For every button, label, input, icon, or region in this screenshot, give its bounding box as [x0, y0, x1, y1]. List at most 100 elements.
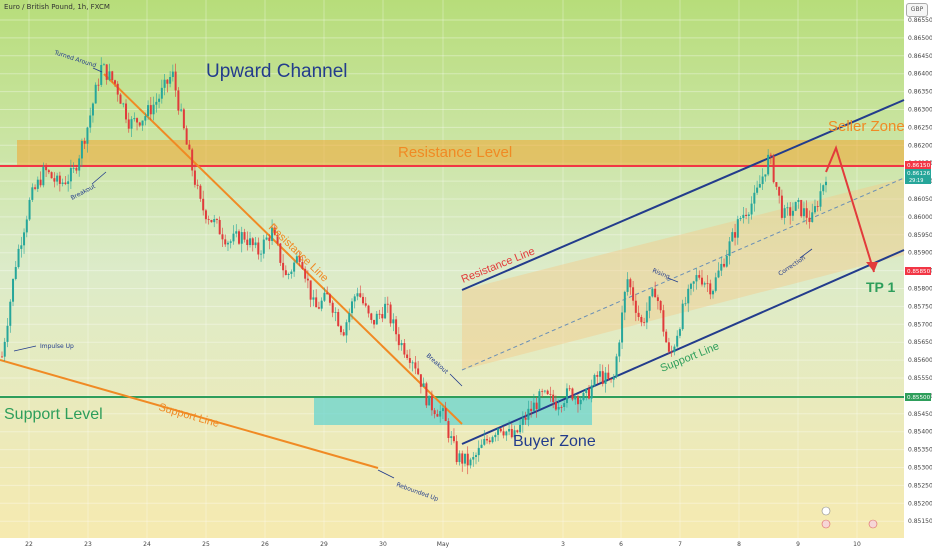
candle-body [12, 278, 15, 302]
candle-body [174, 71, 177, 91]
y-tick-label: 0.85650 [908, 339, 932, 346]
candle-body [155, 101, 158, 105]
candle-body [75, 167, 78, 171]
candle-body [612, 377, 615, 380]
event-icon[interactable] [821, 506, 831, 516]
candle-body [783, 208, 786, 218]
candle-body [122, 103, 125, 105]
candle-body [640, 316, 643, 323]
candle-body [712, 290, 715, 295]
candle-body [171, 71, 174, 78]
candle-body [287, 274, 290, 275]
candle-body [521, 417, 524, 425]
candle-body [180, 109, 183, 111]
x-tick-label: 29 [320, 541, 328, 548]
event-icon[interactable] [821, 519, 831, 529]
candle-body [221, 234, 224, 240]
x-tick-label: 7 [678, 541, 682, 548]
candle-body [389, 304, 392, 324]
candle-body [714, 277, 717, 291]
candle-body [687, 288, 690, 304]
candle-body [210, 219, 213, 223]
candle-body [469, 459, 472, 466]
y-tick-label: 0.86550 [908, 17, 932, 24]
candle-body [436, 414, 439, 417]
candle-body [262, 239, 265, 254]
candle-body [651, 288, 654, 297]
candle-body [3, 341, 6, 357]
candle-body [444, 408, 447, 422]
candle-body [94, 84, 97, 104]
candle-body [756, 187, 759, 193]
x-tick-label: 22 [25, 541, 33, 548]
event-icon[interactable] [868, 519, 878, 529]
candle-body [452, 436, 455, 442]
candle-body [78, 158, 81, 171]
candle-body [772, 155, 775, 183]
candle-body [571, 388, 574, 400]
candle-body [695, 275, 698, 282]
candle-body [226, 242, 229, 245]
candle-body [728, 241, 731, 256]
candle-body [477, 447, 480, 456]
candle-body [127, 119, 130, 129]
candle-body [780, 195, 783, 218]
candle-body [596, 375, 599, 377]
candle-body [497, 428, 500, 435]
candle-body [604, 372, 607, 384]
candle-body [681, 303, 684, 330]
candle-body [720, 263, 723, 271]
candle-body [703, 283, 706, 285]
candle-body [816, 206, 819, 207]
currency-button[interactable]: GBP [906, 3, 928, 17]
candle-body [692, 281, 695, 284]
candle-body [549, 393, 552, 395]
y-tick-label: 0.86350 [908, 89, 932, 96]
resistance-trendline [103, 73, 463, 425]
y-tick-label: 0.85450 [908, 411, 932, 418]
candle-body [213, 219, 216, 223]
candle-body [72, 167, 75, 169]
candle-body [108, 71, 111, 80]
candle-body [717, 270, 720, 278]
y-tick-label: 0.85400 [908, 429, 932, 436]
candle-body [516, 430, 519, 433]
event-icons [821, 506, 878, 529]
channel-upper-line [461, 99, 905, 291]
candle-body [723, 263, 726, 267]
candle-body [582, 392, 585, 400]
candle-body [320, 300, 323, 309]
candle-body [527, 408, 530, 420]
y-tick-label: 0.85600 [908, 357, 932, 364]
candle-body [417, 368, 420, 375]
candle-body [91, 103, 94, 116]
candle-body [9, 301, 12, 326]
candle-body [662, 310, 665, 332]
candle-body [367, 305, 370, 314]
candle-body [20, 245, 23, 249]
candle-body [764, 174, 767, 177]
candle-body [309, 280, 312, 300]
candle-body [560, 406, 563, 408]
candle-body [778, 186, 781, 196]
candle-body [538, 391, 541, 409]
candle-body [678, 329, 681, 336]
candle-body [747, 214, 750, 216]
candle-body [138, 122, 141, 126]
candle-body [45, 166, 48, 171]
candle-body [510, 428, 513, 438]
candle-body [260, 253, 263, 255]
candle-body [306, 278, 309, 281]
candle-body [670, 351, 673, 353]
candle-body [163, 79, 166, 88]
candle-body [488, 440, 491, 443]
candle-body [579, 399, 582, 405]
candle-body [447, 421, 450, 439]
candle-body [543, 390, 546, 392]
y-tick-label: 0.85150 [908, 518, 932, 525]
candle-body [350, 301, 353, 314]
candle-body [532, 402, 535, 412]
candle-body [546, 390, 549, 394]
price-badge [905, 169, 931, 184]
